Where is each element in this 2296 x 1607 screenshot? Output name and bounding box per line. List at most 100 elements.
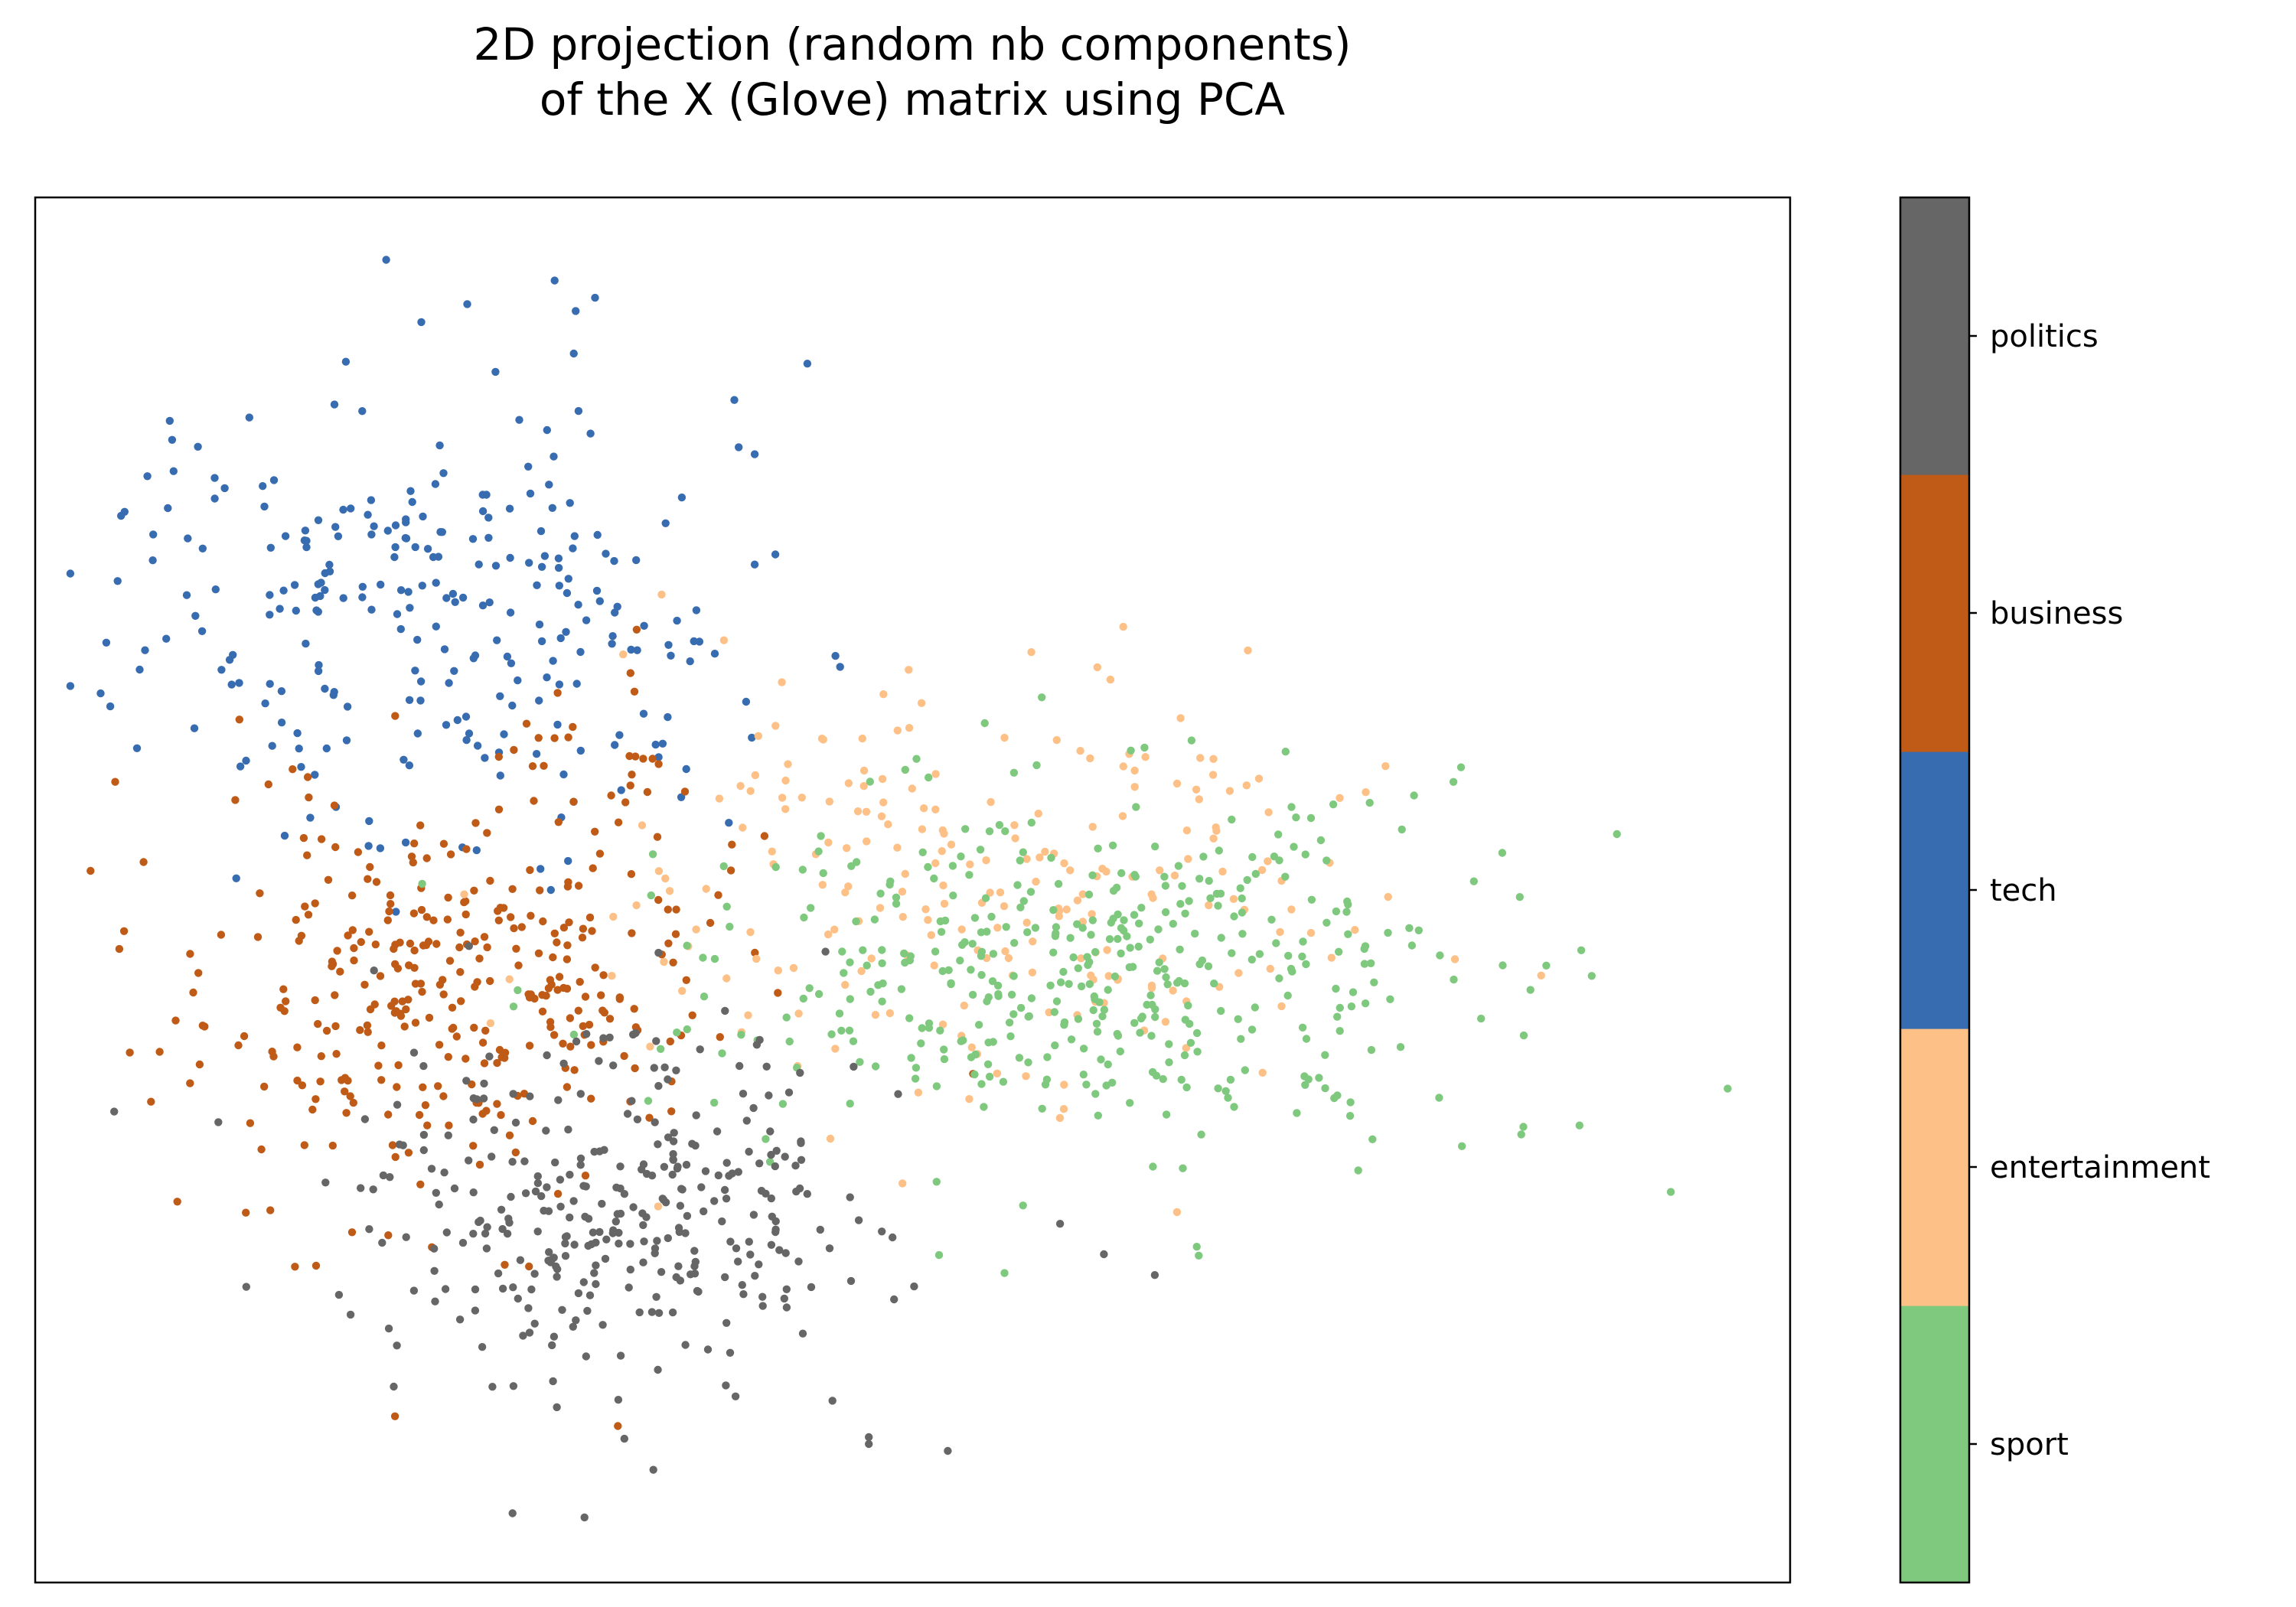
point-business	[525, 1262, 533, 1271]
point-politics	[731, 1392, 740, 1401]
point-tech	[491, 562, 501, 570]
point-sport	[1047, 853, 1055, 862]
point-tech	[592, 586, 602, 595]
point-sport	[1230, 912, 1238, 921]
point-entertainment	[1264, 857, 1272, 865]
point-politics	[569, 1322, 577, 1332]
point-sport	[957, 1037, 965, 1045]
point-sport	[876, 889, 885, 898]
point-politics	[721, 1006, 729, 1015]
point-politics	[742, 1116, 751, 1125]
point-sport	[1179, 1164, 1187, 1172]
point-sport	[917, 1039, 925, 1048]
point-tech	[301, 526, 310, 535]
point-politics	[357, 1184, 365, 1192]
point-business	[416, 821, 425, 830]
point-sport	[1151, 1012, 1159, 1022]
point-entertainment	[1088, 910, 1096, 918]
point-politics	[469, 1230, 478, 1238]
point-politics	[530, 1319, 539, 1328]
point-sport	[1298, 952, 1306, 961]
point-sport	[1023, 928, 1032, 937]
point-business	[330, 801, 339, 810]
point-tech	[317, 579, 325, 587]
point-tech	[367, 605, 376, 614]
point-tech	[602, 549, 610, 558]
point-entertainment	[1264, 808, 1273, 817]
point-tech	[593, 530, 602, 539]
point-business	[256, 889, 264, 898]
point-tech	[293, 729, 302, 738]
point-business	[528, 1116, 537, 1126]
point-politics	[531, 1187, 540, 1196]
point-entertainment	[825, 797, 834, 806]
point-entertainment	[1229, 895, 1238, 904]
point-politics	[681, 1229, 690, 1237]
point-business	[760, 832, 769, 840]
point-politics	[583, 1306, 592, 1315]
point-sport	[1130, 911, 1139, 919]
point-sport	[1204, 962, 1213, 970]
point-sport	[938, 966, 947, 976]
point-politics	[652, 1292, 660, 1302]
point-politics	[638, 1165, 646, 1174]
point-tech	[229, 650, 237, 659]
point-entertainment	[654, 1202, 663, 1211]
point-business	[620, 1051, 628, 1061]
point-sport	[1094, 1111, 1103, 1120]
point-entertainment	[818, 881, 827, 889]
point-tech	[66, 569, 75, 578]
point-politics	[601, 1254, 610, 1263]
point-entertainment	[789, 963, 798, 973]
point-business	[242, 1208, 250, 1217]
point-business	[639, 755, 647, 763]
point-sport	[719, 862, 728, 871]
point-business	[614, 818, 623, 826]
point-tech	[549, 657, 557, 665]
point-politics	[386, 1173, 394, 1182]
point-business	[299, 833, 308, 843]
point-sport	[1091, 947, 1100, 957]
point-business	[457, 997, 465, 1006]
point-entertainment	[859, 766, 869, 775]
point-business	[553, 938, 561, 947]
point-business	[115, 944, 124, 953]
point-sport	[1176, 945, 1184, 954]
point-sport	[1162, 1110, 1171, 1119]
point-tech	[803, 360, 812, 368]
point-politics	[749, 1103, 758, 1113]
point-entertainment	[899, 913, 908, 921]
point-politics	[670, 1129, 678, 1137]
point-tech	[445, 679, 453, 687]
point-politics	[739, 1290, 748, 1299]
point-entertainment	[1254, 774, 1264, 783]
point-business	[528, 762, 537, 771]
point-politics	[582, 1030, 591, 1038]
point-sport	[1287, 803, 1296, 811]
point-tech	[514, 676, 522, 685]
point-sport	[985, 827, 994, 836]
point-tech	[627, 645, 635, 654]
point-tech	[266, 611, 274, 619]
point-politics	[910, 1282, 918, 1291]
point-sport	[1283, 991, 1292, 1000]
point-business	[576, 977, 584, 986]
point-politics	[1055, 1220, 1065, 1228]
point-business	[317, 835, 326, 843]
point-politics	[497, 1205, 506, 1214]
point-tech	[576, 746, 585, 755]
point-business	[410, 963, 419, 973]
point-business	[410, 839, 419, 848]
point-politics	[488, 1152, 496, 1161]
point-entertainment	[1093, 663, 1102, 672]
point-entertainment	[931, 805, 940, 814]
point-business	[266, 1206, 275, 1214]
point-entertainment	[918, 825, 927, 833]
point-sport	[1666, 1188, 1675, 1196]
point-tech	[710, 650, 719, 658]
point-business	[195, 1060, 204, 1069]
point-politics	[369, 1185, 377, 1194]
point-sport	[1042, 1075, 1052, 1084]
point-politics	[409, 1048, 419, 1057]
point-business	[400, 1022, 409, 1031]
